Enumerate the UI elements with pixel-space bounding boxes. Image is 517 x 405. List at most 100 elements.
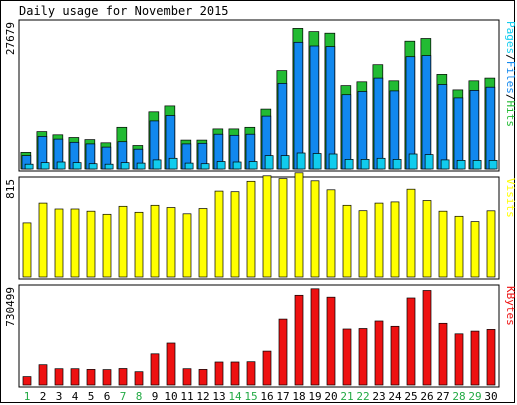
bar-visits-day-16 [262,175,272,278]
bar-visits-day-19 [310,180,320,278]
bar-kbytes-day-20 [326,296,336,386]
bar-files-day-20 [325,46,336,170]
series-legend-label: Pages/Files/Hits [504,21,516,127]
bar-pages-day-18 [296,152,306,170]
x-tick-day-12: 12 [196,390,209,403]
bar-files-day-25 [405,56,416,170]
bar-files-day-22 [357,91,368,170]
bar-kbytes-day-30 [486,329,496,386]
panel-background [18,19,500,172]
x-tick-day-23: 23 [372,390,385,403]
bar-files-day-28 [453,97,464,170]
bar-kbytes-day-5 [86,369,96,386]
x-tick-day-11: 11 [180,390,193,403]
bar-visits-day-1 [22,222,32,278]
x-tick-day-13: 13 [212,390,225,403]
bar-pages-day-5 [88,163,98,170]
x-tick-day-4: 4 [72,390,79,403]
x-tick-day-8: 8 [136,390,143,403]
bar-pages-day-6 [104,163,114,170]
bar-visits-day-17 [278,178,288,278]
bar-pages-day-10 [168,157,178,170]
bar-pages-day-30 [488,160,498,170]
bar-kbytes-day-24 [390,325,400,386]
x-axis-day-labels: 1 2 3 4 5 6 7 8 9 10 11 12 13 14 15 16 17 18 19 20 21 22 23 24 2… [24,390,498,403]
series-legend-label: KBytes [504,286,516,326]
bar-visits-day-4 [70,208,80,278]
bar-kbytes-day-14 [230,361,240,386]
bar-visits-day-3 [54,208,64,278]
x-tick-day-28: 28 [452,390,465,403]
bar-visits-day-26 [422,200,432,278]
bar-pages-day-29 [472,160,482,170]
bar-visits-day-25 [406,188,416,278]
bar-visits-day-28 [454,215,464,278]
bar-pages-day-26 [424,154,434,170]
bar-kbytes-day-3 [54,368,64,386]
bar-pages-day-25 [408,153,418,170]
bar-visits-day-22 [358,210,368,278]
legend-part: / [504,94,516,101]
x-tick-day-29: 29 [468,390,481,403]
x-tick-day-30: 30 [484,390,497,403]
bar-kbytes-day-13 [214,361,224,386]
bar-pages-day-12 [200,163,210,170]
x-tick-day-19: 19 [308,390,321,403]
bar-files-day-23 [373,77,384,170]
bar-pages-day-11 [184,162,194,170]
series-legend-label: Visits [504,178,516,218]
x-tick-day-27: 27 [436,390,449,403]
bar-visits-day-13 [214,190,224,278]
bar-kbytes-day-2 [38,364,48,386]
bar-kbytes-day-16 [262,350,272,386]
bar-pages-day-2 [40,162,50,170]
bar-visits-day-29 [470,221,480,278]
bar-pages-day-22 [360,159,370,170]
bar-visits-day-2 [38,202,48,278]
bar-kbytes-day-11 [182,368,192,386]
bar-pages-day-23 [376,157,386,170]
bar-visits-day-24 [390,201,400,278]
bar-files-day-19 [309,45,320,170]
bar-kbytes-day-22 [358,328,368,386]
bar-visits-day-5 [86,210,96,278]
bar-files-day-24 [389,90,400,170]
legend-part: Hits [504,101,516,128]
bar-visits-day-20 [326,189,336,278]
chart-title: Daily usage for November 2015 [19,4,229,18]
bar-kbytes-day-21 [342,328,352,386]
legend-part: Visits [504,178,516,218]
bar-kbytes-day-9 [150,353,160,386]
bar-pages-day-21 [344,159,354,170]
bar-kbytes-day-23 [374,320,384,386]
bar-visits-day-18 [294,172,304,278]
bar-visits-day-9 [150,204,160,278]
bar-pages-day-8 [136,162,146,170]
x-tick-day-1: 1 [24,390,31,403]
bar-visits-day-27 [438,210,448,278]
x-tick-day-22: 22 [356,390,369,403]
x-tick-day-3: 3 [56,390,63,403]
x-tick-day-17: 17 [276,390,289,403]
bar-kbytes-day-19 [310,288,320,386]
bar-visits-day-6 [102,213,112,278]
bar-visits-day-14 [230,191,240,278]
bar-files-day-26 [421,55,432,170]
bar-files-day-18 [293,41,304,170]
bar-pages-day-13 [216,161,226,170]
legend-part: KBytes [504,286,516,326]
bar-kbytes-day-29 [470,330,480,386]
x-tick-day-2: 2 [40,390,47,403]
bar-pages-day-1 [24,163,34,170]
x-tick-day-24: 24 [388,390,402,403]
x-tick-day-7: 7 [120,390,127,403]
legend-part: / [504,54,516,61]
bar-pages-day-19 [312,153,322,170]
bar-pages-day-15 [248,161,258,170]
bar-visits-day-15 [246,180,256,278]
panel-background [18,176,500,280]
bar-visits-day-12 [198,208,208,278]
x-tick-day-21: 21 [340,390,353,403]
